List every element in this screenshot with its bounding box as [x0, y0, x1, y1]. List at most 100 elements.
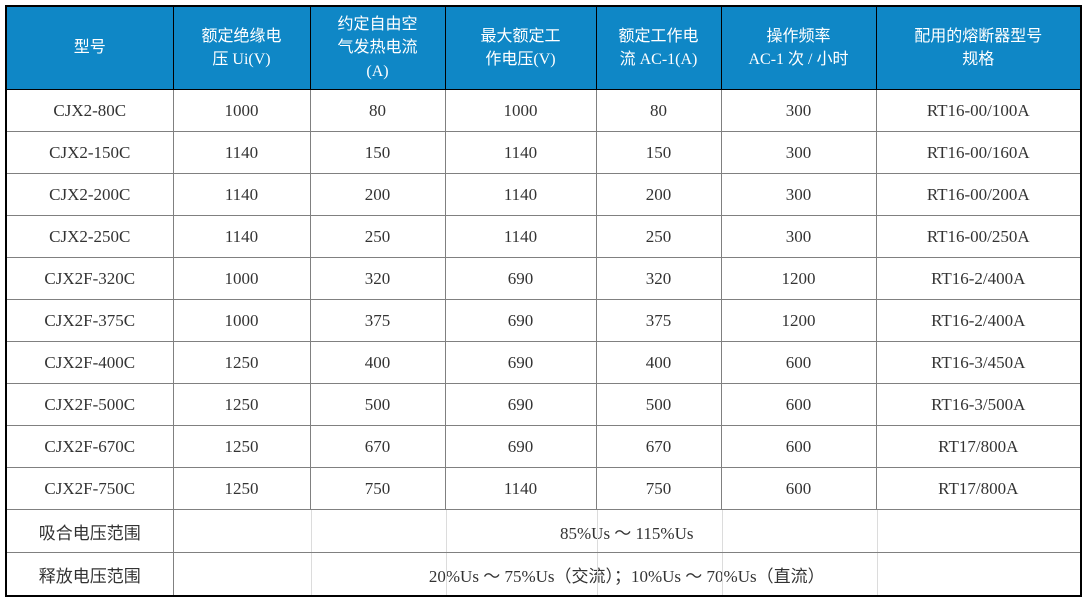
- table-cell: 600: [720, 467, 877, 510]
- table-cell: 400: [595, 341, 722, 384]
- column-header-operating-frequency: 操作频率 AC-1 次 / 小时: [720, 5, 877, 90]
- table-cell: 300: [720, 89, 877, 132]
- table-cell: 670: [595, 425, 722, 468]
- table-cell: 375: [309, 299, 446, 342]
- cell-fuse: RT16-00/200A: [875, 173, 1082, 216]
- table-cell: 1000: [172, 299, 311, 342]
- cell-fuse: RT16-3/500A: [875, 383, 1082, 426]
- table-header: 型号 额定绝缘电 压 Ui(V) 约定自由空 气发热电流 (A) 最大额定工 作…: [5, 5, 1082, 90]
- ghost-divider: [876, 553, 878, 595]
- table-cell: 1140: [444, 215, 597, 258]
- table-cell: 1250: [172, 383, 311, 426]
- table-cell: 300: [720, 131, 877, 174]
- header-row: 型号 额定绝缘电 压 Ui(V) 约定自由空 气发热电流 (A) 最大额定工 作…: [5, 5, 1082, 90]
- table-cell: 690: [444, 257, 597, 300]
- table-cell: 1140: [444, 467, 597, 510]
- table-cell: 300: [720, 215, 877, 258]
- cell-fuse: RT16-00/250A: [875, 215, 1082, 258]
- cell-fuse: RT16-2/400A: [875, 299, 1082, 342]
- table-cell: 600: [720, 425, 877, 468]
- footer-row-label: 吸合电压范围: [5, 509, 174, 553]
- table-cell: 200: [595, 173, 722, 216]
- cell-fuse: RT16-00/160A: [875, 131, 1082, 174]
- ghost-divider: [310, 553, 312, 595]
- table-cell: 1140: [444, 131, 597, 174]
- cell-fuse: RT16-2/400A: [875, 257, 1082, 300]
- cell-model: CJX2-80C: [5, 89, 174, 132]
- table-cell: 150: [309, 131, 446, 174]
- cell-fuse: RT16-00/100A: [875, 89, 1082, 132]
- table-row: CJX2F-320C 1000 320 690 320 1200 RT16-2/…: [5, 257, 1082, 300]
- cell-fuse: RT17/800A: [875, 467, 1082, 510]
- cell-model: CJX2F-750C: [5, 467, 174, 510]
- release-voltage-range-value: 20%Us ～ 75%Us（交流）；10%Us ～ 70%Us（直流）: [428, 566, 825, 586]
- table-cell: 1200: [720, 257, 877, 300]
- table-cell: 1000: [172, 257, 311, 300]
- cell-model: CJX2F-320C: [5, 257, 174, 300]
- merged-value-cell: 20%Us ～ 75%Us（交流）；10%Us ～ 70%Us（直流）: [172, 552, 1082, 597]
- table-cell: 1000: [172, 89, 311, 132]
- cell-fuse: RT16-3/450A: [875, 341, 1082, 384]
- table-cell: 1250: [172, 425, 311, 468]
- table-cell: 670: [309, 425, 446, 468]
- table-cell: 690: [444, 341, 597, 384]
- footer-row-label: 释放电压范围: [5, 552, 174, 597]
- table-cell: 1250: [172, 341, 311, 384]
- ghost-divider: [445, 553, 447, 595]
- table-cell: 1140: [172, 131, 311, 174]
- cell-model: CJX2F-670C: [5, 425, 174, 468]
- table-cell: 600: [720, 341, 877, 384]
- cell-model: CJX2F-375C: [5, 299, 174, 342]
- table-cell: 1140: [172, 215, 311, 258]
- table-cell: 150: [595, 131, 722, 174]
- table-row: CJX2F-400C 1250 400 690 400 600 RT16-3/4…: [5, 341, 1082, 384]
- table-cell: 400: [309, 341, 446, 384]
- table-cell: 600: [720, 383, 877, 426]
- column-header-max-working-voltage: 最大额定工 作电压(V): [444, 5, 597, 90]
- cell-model: CJX2F-500C: [5, 383, 174, 426]
- table-cell: 500: [309, 383, 446, 426]
- table-row: CJX2-200C 1140 200 1140 200 300 RT16-00/…: [5, 173, 1082, 216]
- table-cell: 80: [595, 89, 722, 132]
- table-row-pickup-voltage: 吸合电压范围 85%Us ～ 115%Us: [5, 509, 1082, 553]
- cell-model: CJX2-150C: [5, 131, 174, 174]
- table-row: CJX2-150C 1140 150 1140 150 300 RT16-00/…: [5, 131, 1082, 174]
- cell-model: CJX2-250C: [5, 215, 174, 258]
- column-header-working-current: 额定工作电 流 AC-1(A): [595, 5, 722, 90]
- table-cell: 500: [595, 383, 722, 426]
- table-row-release-voltage: 释放电压范围 20%Us ～ 75%Us（交流）；10%Us ～ 70%Us（直…: [5, 552, 1082, 597]
- column-header-thermal-current: 约定自由空 气发热电流 (A): [309, 5, 446, 90]
- table-cell: 320: [309, 257, 446, 300]
- table-row: CJX2F-670C 1250 670 690 670 600 RT17/800…: [5, 425, 1082, 468]
- table-cell: 250: [309, 215, 446, 258]
- cell-fuse: RT17/800A: [875, 425, 1082, 468]
- table-cell: 200: [309, 173, 446, 216]
- table-cell: 1250: [172, 467, 311, 510]
- table-cell: 375: [595, 299, 722, 342]
- merged-value-cell: 85%Us ～ 115%Us: [172, 509, 1082, 553]
- ghost-divider: [721, 553, 723, 595]
- table-cell: 690: [444, 383, 597, 426]
- table-cell: 80: [309, 89, 446, 132]
- spec-table: 型号 额定绝缘电 压 Ui(V) 约定自由空 气发热电流 (A) 最大额定工 作…: [5, 5, 1082, 597]
- table-body: CJX2-80C 1000 80 1000 80 300 RT16-00/100…: [5, 89, 1082, 597]
- cell-model: CJX2F-400C: [5, 341, 174, 384]
- column-header-model: 型号: [5, 5, 174, 90]
- table-row: CJX2F-500C 1250 500 690 500 600 RT16-3/5…: [5, 383, 1082, 426]
- ghost-divider: [876, 510, 878, 552]
- table-cell: 250: [595, 215, 722, 258]
- table-cell: 1000: [444, 89, 597, 132]
- table-cell: 690: [444, 425, 597, 468]
- table-cell: 300: [720, 173, 877, 216]
- table-row: CJX2-250C 1140 250 1140 250 300 RT16-00/…: [5, 215, 1082, 258]
- table-cell: 690: [444, 299, 597, 342]
- table-cell: 750: [309, 467, 446, 510]
- column-header-insulation-voltage: 额定绝缘电 压 Ui(V): [172, 5, 311, 90]
- table-row: CJX2F-375C 1000 375 690 375 1200 RT16-2/…: [5, 299, 1082, 342]
- table-cell: 750: [595, 467, 722, 510]
- table-cell: 320: [595, 257, 722, 300]
- ghost-divider: [721, 510, 723, 552]
- ghost-divider: [445, 510, 447, 552]
- table-row: CJX2F-750C 1250 750 1140 750 600 RT17/80…: [5, 467, 1082, 510]
